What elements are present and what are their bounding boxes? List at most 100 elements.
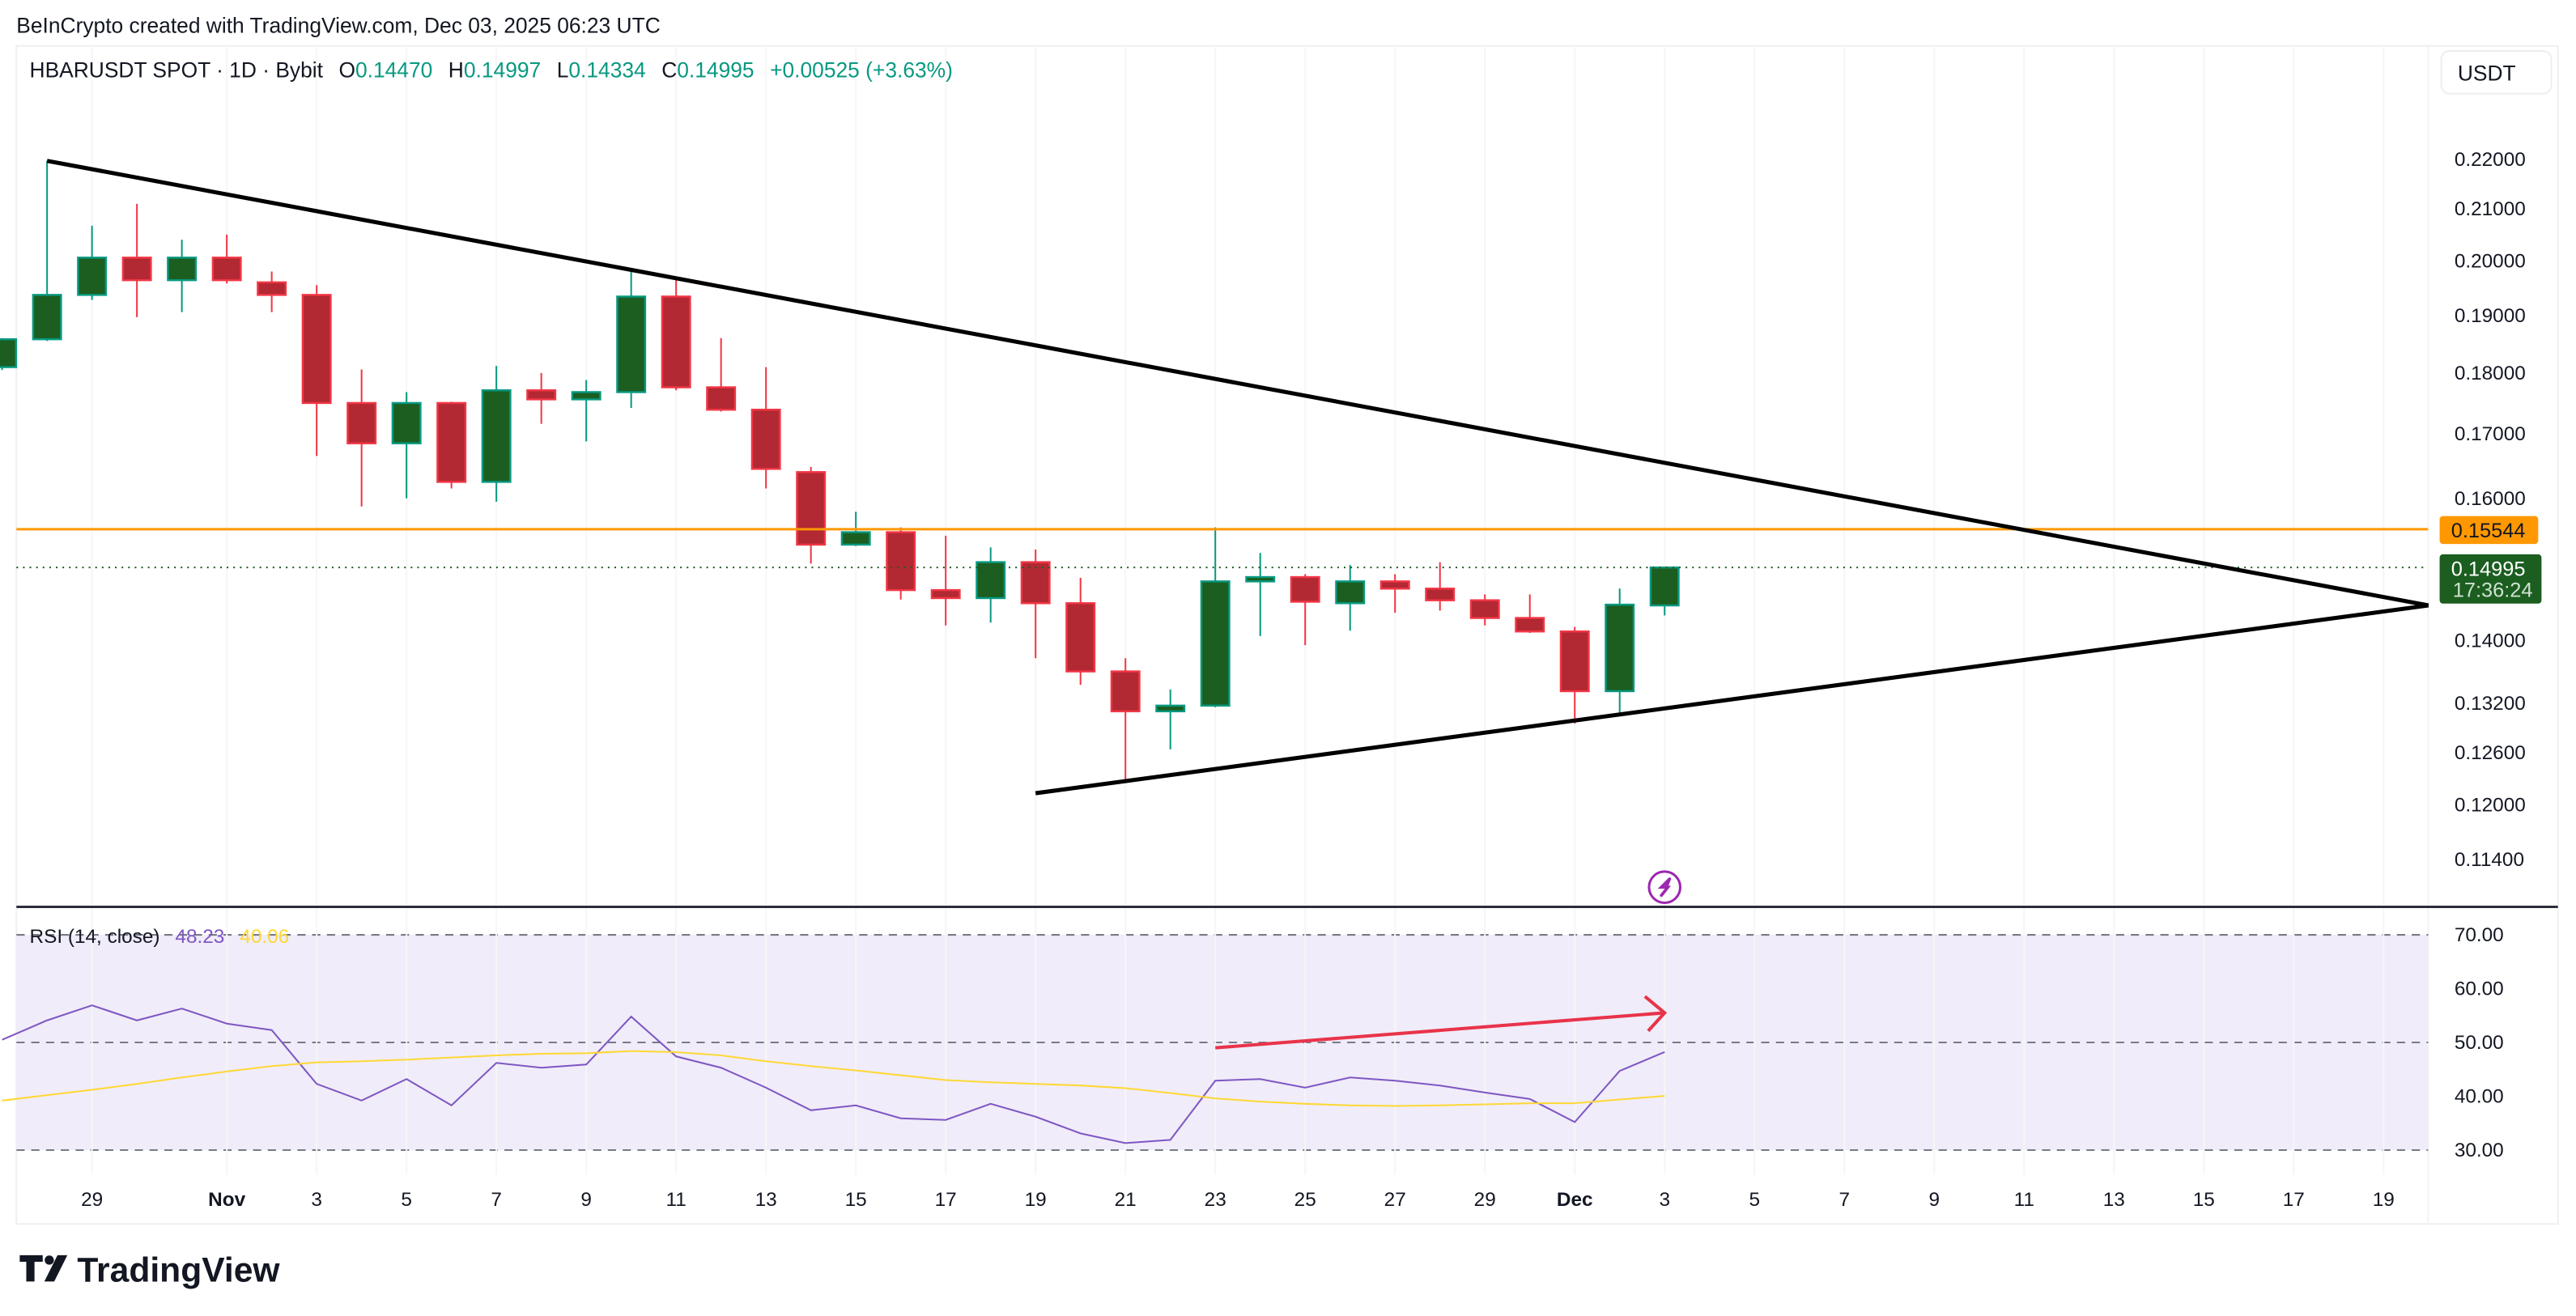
price-tick-label: 0.18000 (2455, 363, 2526, 384)
candle-down (1425, 588, 1456, 601)
rsi-band-layer (16, 934, 2429, 1151)
candle-up (32, 294, 62, 341)
countdown-label: 17:36:24 (2453, 579, 2533, 602)
candle-up (1155, 704, 1186, 713)
candle-up (1335, 580, 1366, 605)
candle-down (661, 295, 691, 388)
tradingview-logo[interactable]: TradingView (19, 1250, 280, 1289)
time-tick-label: 29 (81, 1189, 103, 1211)
candle-up (1200, 580, 1231, 707)
time-tick-label: 11 (2014, 1189, 2034, 1211)
candle-up (571, 391, 601, 401)
candle-up (616, 295, 647, 393)
candle-down (886, 531, 916, 592)
rsi-tick-label: 70.00 (2455, 924, 2504, 946)
open-label: O (338, 57, 355, 82)
arrow-head-icon (1643, 995, 1668, 1033)
price-tick-label: 0.14000 (2455, 630, 2526, 652)
rsi-ma-value: 40.06 (240, 926, 289, 948)
logo-text: TradingView (77, 1250, 280, 1289)
resistance-price-badge (2439, 516, 2539, 545)
time-tick-label: 29 (1474, 1189, 1496, 1211)
time-tick-label: 5 (401, 1189, 412, 1211)
candle-up (1245, 575, 1276, 583)
price-tick-label: 0.12000 (2455, 794, 2526, 816)
time-tick-label: 7 (1838, 1189, 1850, 1211)
time-tick-label: 17 (935, 1189, 957, 1211)
price-tick-label: 0.22000 (2455, 149, 2526, 171)
time-tick-label: 23 (1205, 1189, 1226, 1211)
candle-up (1649, 566, 1680, 607)
rsi-tick-label: 60.00 (2455, 979, 2504, 1000)
candle-up (391, 401, 422, 444)
candle-up (840, 531, 871, 546)
time-tick-label: 11 (666, 1189, 687, 1211)
change-value: +0.00525 (+3.63%) (770, 57, 953, 82)
time-tick-label: 17 (2283, 1189, 2305, 1211)
lightning-glyph (1657, 877, 1672, 898)
currency-label: USDT (2458, 61, 2516, 85)
time-tick-label: 21 (1115, 1189, 1137, 1211)
price-tick-label: 0.17000 (2455, 423, 2526, 445)
candle-down (750, 409, 781, 470)
resistance-price-label: 0.15544 (2451, 520, 2526, 542)
candle-down (930, 588, 961, 600)
time-tick-label: 3 (1659, 1189, 1670, 1211)
time-tick-label: 27 (1384, 1189, 1406, 1211)
candle-down (796, 471, 827, 546)
rsi-tick-label: 40.00 (2455, 1086, 2504, 1108)
time-tick-label: 13 (755, 1189, 777, 1211)
axes-layer: 0.22000 0.21000 0.20000 0.19000 0.18000 0.170… (81, 149, 2542, 1211)
currency-button[interactable]: USDT (2440, 49, 2553, 95)
time-tick-label: 25 (1294, 1189, 1316, 1211)
candle-down (706, 386, 737, 411)
candle-down (301, 294, 332, 405)
candle-down (1110, 670, 1141, 713)
price-tick-label: 0.11400 (2455, 849, 2524, 871)
price-tick-label: 0.16000 (2455, 488, 2526, 510)
time-tick-label: 9 (580, 1189, 592, 1211)
high-label: H (448, 57, 464, 82)
candle-down (1379, 580, 1410, 590)
close-value: 0.14995 (677, 57, 754, 82)
rsi-line (2, 1004, 1665, 1144)
support-trendline (1035, 603, 2429, 796)
candle-up (481, 389, 512, 483)
candle-down (1290, 575, 1320, 603)
resistance-trendline (46, 159, 2429, 608)
rsi-tick-label: 50.00 (2455, 1032, 2504, 1054)
candle-down (211, 257, 242, 282)
last-price-label: 0.14995 (2451, 558, 2526, 580)
candle-down (346, 401, 377, 444)
time-tick-label: Dec (1557, 1189, 1593, 1211)
logo-icon (19, 1254, 43, 1282)
rsi-layer (2, 995, 1668, 1144)
drawings-layer (16, 159, 2429, 904)
candle-down (1559, 630, 1590, 693)
time-tick-label: 3 (311, 1189, 322, 1211)
price-tick-label: 0.19000 (2455, 305, 2526, 327)
candle-down (1020, 561, 1051, 605)
candle-down (1515, 617, 1545, 633)
candle-down (526, 389, 557, 401)
price-tick-label: 0.21000 (2455, 198, 2526, 220)
time-tick-label: 19 (1025, 1189, 1047, 1211)
rsi-legend: RSI (14, close) 48.23 40.06 (30, 926, 290, 948)
candle-up (77, 257, 108, 296)
divergence-arrow (1215, 1011, 1665, 1050)
attribution-text: BeInCrypto created with TradingView.com,… (16, 14, 660, 38)
low-value: 0.14334 (568, 57, 645, 82)
rsi-tick-label: 30.00 (2455, 1140, 2504, 1161)
candle-down (436, 401, 467, 483)
ohlc-legend: HBARUSDT SPOT · 1D · Bybit O0.14470 H0.1… (30, 57, 953, 82)
time-tick-label: 15 (845, 1189, 867, 1211)
candle-up (1605, 603, 1635, 693)
rsi-value: 48.23 (175, 926, 224, 948)
candle-up (0, 337, 18, 368)
time-tick-label: 15 (2193, 1189, 2215, 1211)
symbol-label: HBARUSDT SPOT · 1D · Bybit (30, 57, 324, 82)
candle-down (1469, 599, 1500, 619)
last-price-badge (2439, 554, 2542, 604)
candle-down (121, 257, 152, 282)
